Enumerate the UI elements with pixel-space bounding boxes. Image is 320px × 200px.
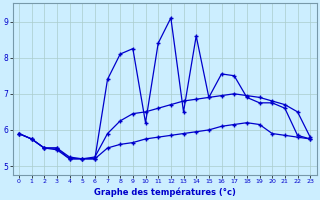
X-axis label: Graphe des températures (°c): Graphe des températures (°c)	[93, 187, 236, 197]
